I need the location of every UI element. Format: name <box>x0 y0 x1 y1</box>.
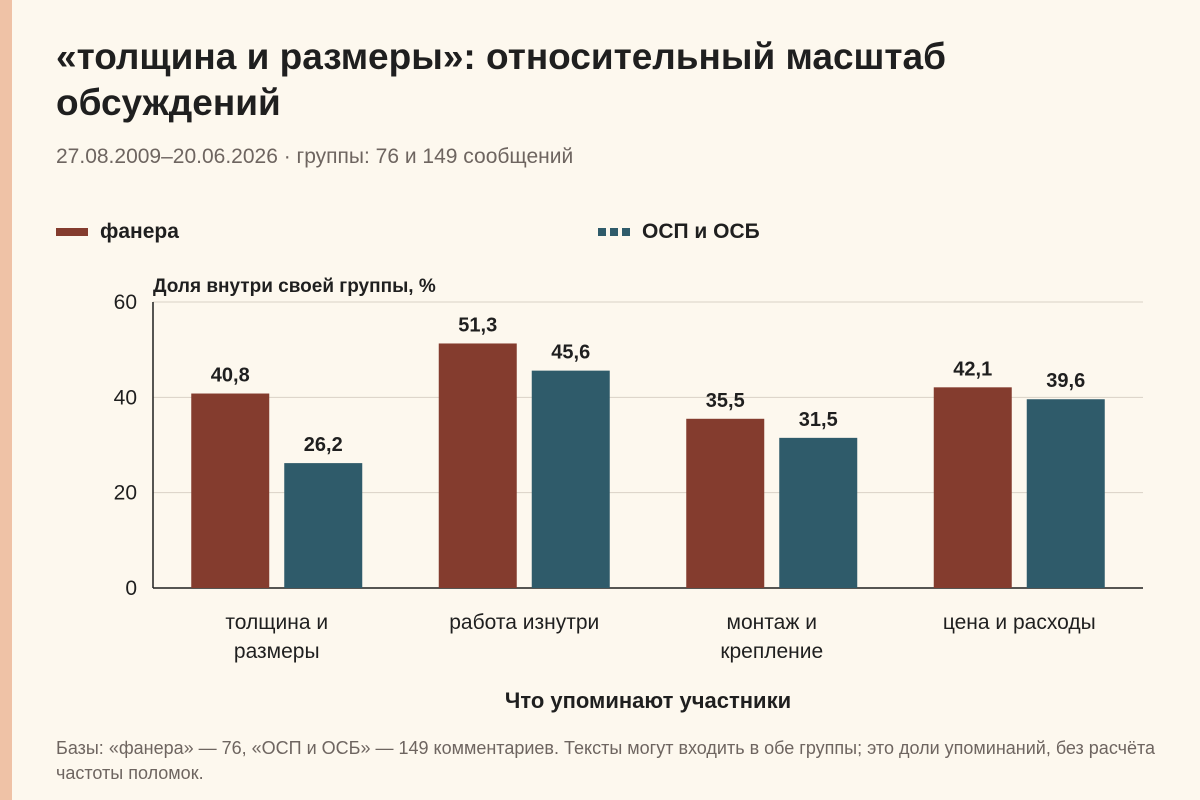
bar-value-label: 40,8 <box>211 365 250 387</box>
x-tick-label: размеры <box>234 640 320 663</box>
x-tick-label: работа изнутри <box>449 611 599 634</box>
accent-strip <box>0 0 12 800</box>
bar-value-label: 45,6 <box>551 342 590 364</box>
bar <box>779 437 858 588</box>
chart-title: «толщина и размеры»: относительный масшт… <box>56 36 946 123</box>
bar-chart: Доля внутри своей группы, % 0 20 40 60 40,8 26… <box>114 276 1143 713</box>
y-tick-label: 20 <box>114 482 137 505</box>
bar <box>438 343 517 588</box>
y-tick-label: 60 <box>114 291 137 314</box>
legend-item-plywood: фанера <box>56 220 179 244</box>
footnote: Базы: «фанера» — 76, «ОСП и ОСБ» — 149 к… <box>56 738 1156 783</box>
legend-label-osb: ОСП и ОСБ <box>642 220 760 243</box>
x-tick-label: толщина и <box>225 611 328 634</box>
bar <box>284 463 363 588</box>
x-tick-label: крепление <box>720 640 823 663</box>
bar-value-label: 42,1 <box>953 358 992 380</box>
bar-value-label: 35,5 <box>706 390 745 412</box>
legend-swatch-osb <box>598 228 630 236</box>
x-tick-label: цена и расходы <box>943 611 1096 634</box>
legend: фанера ОСП и ОСБ <box>56 220 1156 250</box>
bar-value-label: 26,2 <box>304 434 343 456</box>
y-tick-label: 0 <box>125 577 137 600</box>
bar <box>686 418 765 588</box>
chart-subtitle: 27.08.2009–20.06.2026 · группы: 76 и 149… <box>56 145 574 168</box>
x-axis-title: Что упоминают участники <box>505 688 791 713</box>
bar <box>191 393 270 588</box>
x-tick-label: монтаж и <box>727 611 817 634</box>
y-axis-title: Доля внутри своей группы, % <box>153 276 436 297</box>
bar-value-label: 51,3 <box>458 314 497 336</box>
legend-label-plywood: фанера <box>100 220 179 243</box>
bar <box>531 370 610 588</box>
bar <box>933 387 1012 588</box>
legend-swatch-plywood <box>56 228 88 236</box>
bar <box>1026 399 1105 588</box>
bar-value-label: 39,6 <box>1046 370 1085 392</box>
y-tick-label: 40 <box>114 386 137 409</box>
legend-item-osb: ОСП и ОСБ <box>598 220 760 244</box>
bar-value-label: 31,5 <box>799 409 838 431</box>
